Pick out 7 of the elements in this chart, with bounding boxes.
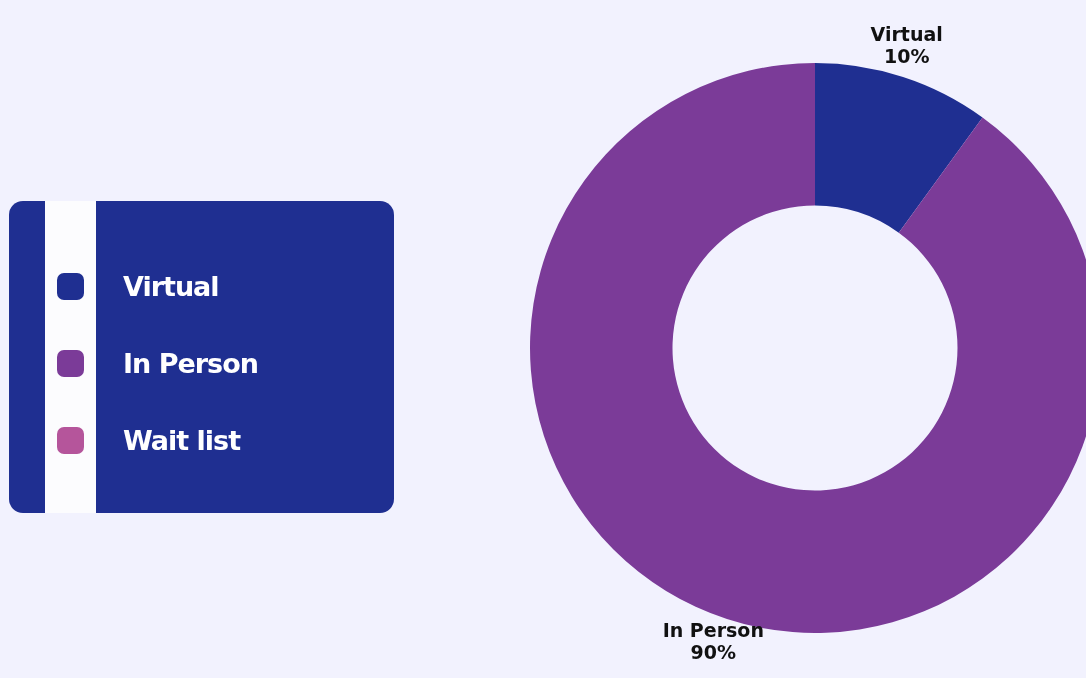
slice-label: In Person bbox=[662, 618, 764, 641]
legend-label: Virtual bbox=[123, 270, 219, 302]
data-label: 90% bbox=[690, 640, 737, 663]
data-label: 10% bbox=[883, 45, 930, 68]
legend-label: In Person bbox=[123, 347, 258, 379]
slice-label: Virtual bbox=[870, 23, 943, 46]
legend-label: Wait list bbox=[123, 424, 241, 456]
